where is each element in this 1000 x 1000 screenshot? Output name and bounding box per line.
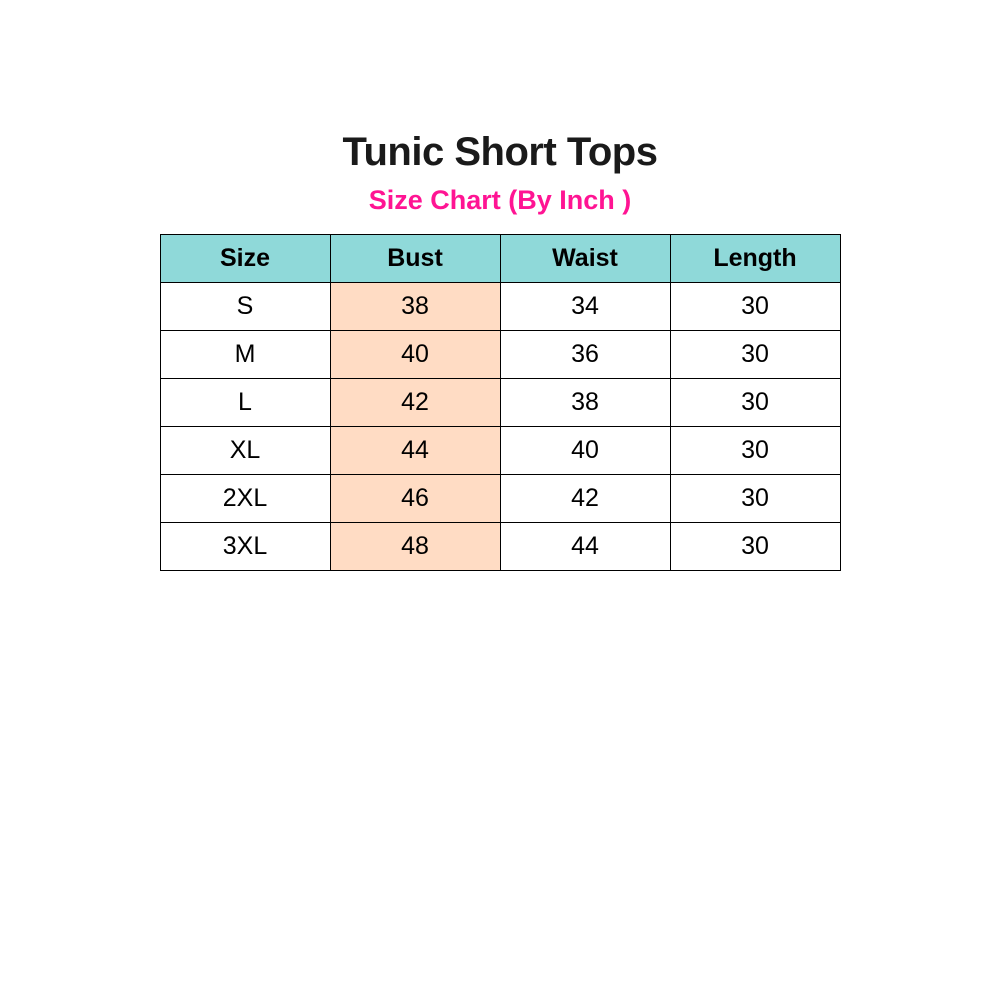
table-header-row: Size Bust Waist Length [160, 235, 840, 283]
table-cell: 30 [670, 331, 840, 379]
header-waist: Waist [500, 235, 670, 283]
table-row: S383430 [160, 283, 840, 331]
table-cell: 42 [500, 475, 670, 523]
table-row: 3XL484430 [160, 523, 840, 571]
header-size: Size [160, 235, 330, 283]
table-cell: 34 [500, 283, 670, 331]
table-cell: 40 [500, 427, 670, 475]
table-cell: 30 [670, 379, 840, 427]
header-bust: Bust [330, 235, 500, 283]
table-body: S383430M403630L423830XL4440302XL4642303X… [160, 283, 840, 571]
table-cell: 38 [330, 283, 500, 331]
table-cell: M [160, 331, 330, 379]
table-cell: 44 [330, 427, 500, 475]
table-cell: 3XL [160, 523, 330, 571]
table-cell: L [160, 379, 330, 427]
table-cell: 38 [500, 379, 670, 427]
table-cell: 30 [670, 283, 840, 331]
table-cell: XL [160, 427, 330, 475]
table-cell: 30 [670, 523, 840, 571]
table-row: 2XL464230 [160, 475, 840, 523]
table-cell: S [160, 283, 330, 331]
table-cell: 48 [330, 523, 500, 571]
table-cell: 44 [500, 523, 670, 571]
table-cell: 2XL [160, 475, 330, 523]
table-row: L423830 [160, 379, 840, 427]
page-title: Tunic Short Tops [343, 130, 658, 175]
table-row: XL444030 [160, 427, 840, 475]
table-cell: 36 [500, 331, 670, 379]
table-cell: 30 [670, 475, 840, 523]
size-chart-table: Size Bust Waist Length S383430M403630L42… [160, 234, 841, 571]
table-cell: 30 [670, 427, 840, 475]
table-row: M403630 [160, 331, 840, 379]
header-length: Length [670, 235, 840, 283]
table-cell: 40 [330, 331, 500, 379]
page-subtitle: Size Chart (By Inch ) [369, 185, 632, 216]
table-cell: 42 [330, 379, 500, 427]
table-cell: 46 [330, 475, 500, 523]
